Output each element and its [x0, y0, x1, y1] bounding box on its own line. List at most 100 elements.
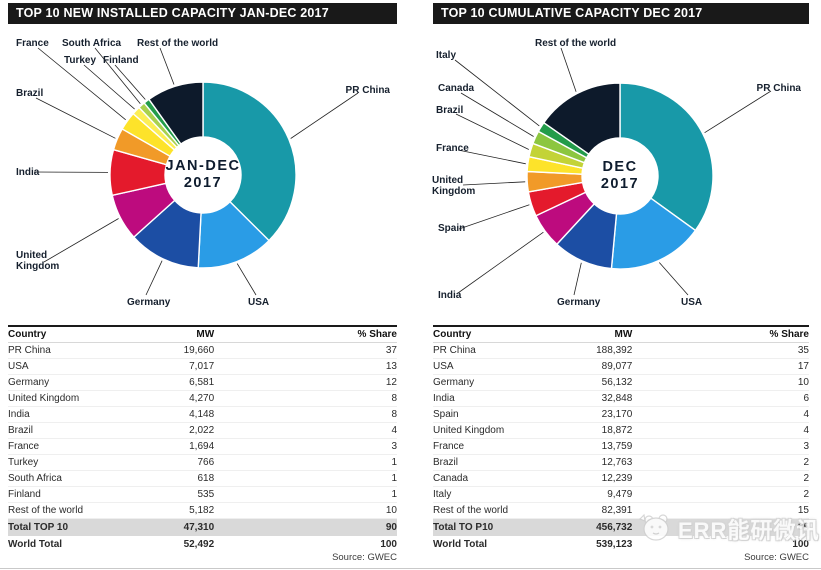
cell-mw: 12,239 [601, 473, 633, 484]
cell-share: 6 [803, 393, 809, 404]
chart-label-united-kingdom: United Kingdom [432, 175, 476, 197]
cell-share: 1 [391, 473, 397, 484]
donut-svg [33, 47, 359, 296]
cell-country: United Kingdom [8, 393, 80, 404]
panel-title: TOP 10 CUMULATIVE CAPACITY DEC 2017 [441, 6, 703, 20]
donut-center-label: DEC 2017 [600, 159, 640, 193]
cell-share: 100 [792, 539, 809, 550]
leader-line [704, 90, 772, 134]
table-row: Canada 12,239 2 [433, 471, 809, 487]
bottom-divider [0, 568, 821, 569]
cell-country: Germany [433, 377, 475, 388]
table-header-row: Country MW % Share [8, 327, 397, 343]
chart-label-pr-china: PR China [345, 85, 390, 96]
cell-mw: 23,170 [601, 409, 633, 420]
leader-line [573, 262, 582, 296]
chart-label-turkey: Turkey [64, 55, 97, 66]
chart-label-united-kingdom: United Kingdom [16, 250, 60, 272]
cell-share: 4 [803, 409, 809, 420]
table-row: South Africa 618 1 [8, 471, 397, 487]
leader-line [94, 47, 141, 104]
leader-line [659, 262, 689, 296]
cell-country: PR China [433, 345, 476, 356]
cell-country: Spain [433, 409, 459, 420]
cell-mw: 2,022 [189, 425, 215, 436]
table-row: Rest of the world 82,391 15 [433, 503, 809, 519]
cell-mw: 456,732 [596, 522, 633, 533]
cell-country: France [8, 441, 40, 452]
table-row: Spain 23,170 4 [433, 407, 809, 423]
table-row: USA 7,017 13 [8, 359, 397, 375]
cell-mw: 539,123 [596, 539, 633, 550]
cell-share: 2 [803, 473, 809, 484]
cell-mw: 4,148 [189, 409, 215, 420]
cell-share: 1 [391, 457, 397, 468]
source-note: Source: GWEC [332, 552, 397, 563]
capacity-table-new-installed: Country MW % Share PR China 19,660 37 USA 7,017… [8, 325, 397, 553]
cell-country: France [433, 441, 465, 452]
cell-country: Rest of the world [433, 505, 509, 516]
table-row: Turkey 766 1 [8, 455, 397, 471]
cell-share: 8 [391, 393, 397, 404]
table-header-row: Country MW % Share [433, 327, 809, 343]
chart-label-spain: Spain [438, 223, 466, 234]
chart-label-rest-of-the-world: Rest of the world [137, 38, 219, 49]
cell-mw: 18,872 [601, 425, 633, 436]
cell-share: 2 [803, 489, 809, 500]
cell-country: Turkey [8, 457, 39, 468]
cell-country: USA [8, 361, 29, 372]
table-row: United Kingdom 4,270 8 [8, 391, 397, 407]
cell-share: 10 [797, 377, 809, 388]
cell-mw: 52,492 [183, 539, 215, 550]
panel-title-bar: TOP 10 CUMULATIVE CAPACITY DEC 2017 [433, 3, 809, 24]
cell-mw: 56,132 [601, 377, 633, 388]
cell-share: 8 [391, 409, 397, 420]
cell-mw: 4,270 [189, 393, 215, 404]
leader-line [35, 97, 116, 139]
chart-label-france: France [16, 38, 49, 49]
chart-label-india: India [16, 167, 40, 178]
cell-country: South Africa [8, 473, 62, 484]
cell-mw: 82,391 [601, 505, 633, 516]
donut-chart-new-installed: PR China USA Germany United Kingdom India Bra… [0, 25, 410, 323]
cell-share: 35 [797, 345, 809, 356]
cell-share: 10 [385, 505, 397, 516]
chart-label-rest-of-the-world: Rest of the world [535, 38, 617, 49]
leader-line [457, 149, 526, 165]
leader-line [37, 47, 126, 121]
cell-country: United Kingdom [433, 425, 505, 436]
slice-pr-china [619, 82, 714, 232]
cell-country: PR China [8, 345, 51, 356]
cell-share: 3 [803, 441, 809, 452]
donut-center-label: JAN-DEC 2017 [165, 158, 241, 192]
slice-pr-china [202, 81, 297, 242]
cell-mw: 32,848 [601, 393, 633, 404]
cell-mw: 5,182 [189, 505, 215, 516]
cell-mw: 13,759 [601, 441, 633, 452]
table-row: PR China 188,392 35 [433, 343, 809, 359]
cell-mw: 19,660 [183, 345, 215, 356]
panel-cumulative-capacity: TOP 10 CUMULATIVE CAPACITY DEC 2017 PR C… [411, 0, 821, 570]
cell-country: Italy [433, 489, 452, 500]
table-row: France 13,759 3 [433, 439, 809, 455]
cell-share: 13 [385, 361, 397, 372]
cell-mw: 89,077 [601, 361, 633, 372]
cell-mw: 618 [197, 473, 215, 484]
table-row: United Kingdom 18,872 4 [433, 423, 809, 439]
cell-country: Total TOP 10 [8, 522, 69, 533]
cell-mw: MW [614, 329, 633, 340]
cell-share: % Share [357, 329, 397, 340]
cell-country: Rest of the world [8, 505, 84, 516]
cell-share: % Share [769, 329, 809, 340]
leader-line [290, 92, 359, 139]
chart-label-south-africa: South Africa [62, 38, 122, 49]
panel-title-bar: TOP 10 NEW INSTALLED CAPACITY JAN-DEC 20… [8, 3, 397, 24]
panel-new-installed-capacity: TOP 10 NEW INSTALLED CAPACITY JAN-DEC 20… [0, 0, 410, 570]
cell-country: Brazil [433, 457, 459, 468]
cell-country: Canada [433, 473, 469, 484]
cell-mw: 7,017 [189, 361, 215, 372]
leader-line [454, 59, 540, 127]
cell-mw: 9,479 [607, 489, 633, 500]
table-row: Germany 6,581 12 [8, 375, 397, 391]
cell-share: 90 [385, 522, 397, 533]
